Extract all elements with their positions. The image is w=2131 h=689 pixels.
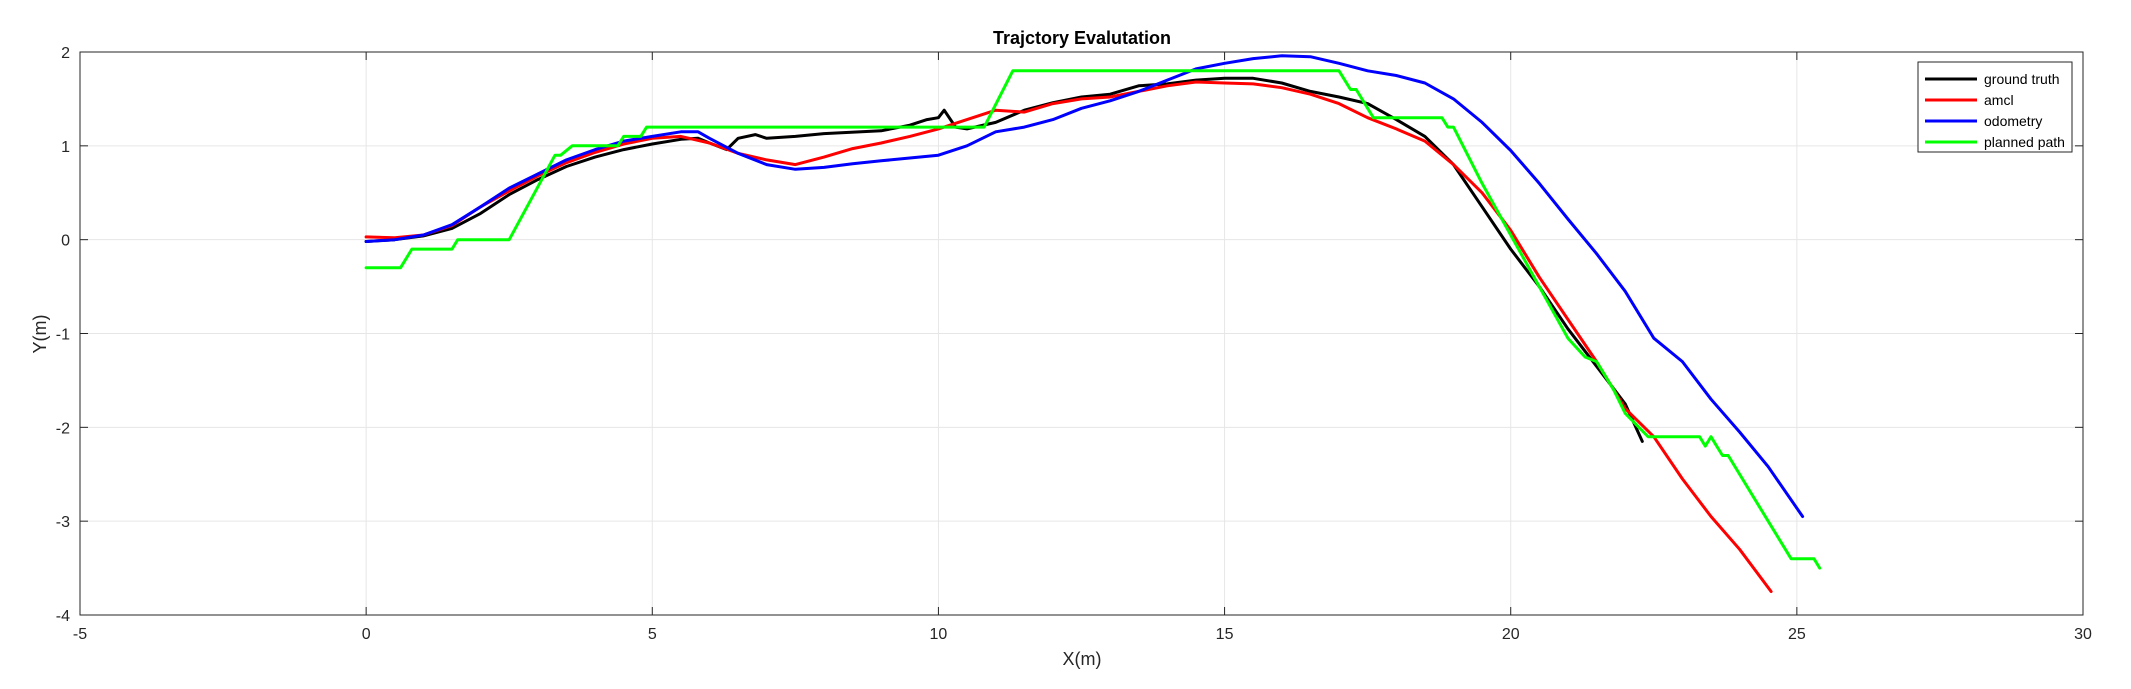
y-tick-label: -1 xyxy=(56,327,70,344)
legend: ground truth amcl odometry planned path xyxy=(1917,61,2073,153)
y-tick-label: 2 xyxy=(61,45,70,62)
plot-area-border xyxy=(79,51,2084,616)
y-tick-label: 0 xyxy=(61,233,70,250)
x-axis-label: X(m) xyxy=(1063,649,1102,669)
x-tick-label: -5 xyxy=(73,626,87,643)
x-tick-label: 20 xyxy=(1502,626,1520,643)
y-axis-label: Y(m) xyxy=(30,315,50,354)
y-tick-label: -2 xyxy=(56,420,70,437)
legend-label-planned-path: planned path xyxy=(1984,134,2065,150)
series-lines xyxy=(364,54,1822,593)
x-tick-label: 0 xyxy=(362,626,371,643)
y-tick-labels: 2 1 0 -1 -2 -3 -4 xyxy=(56,45,70,625)
legend-label-amcl: amcl xyxy=(1984,92,2014,108)
series-line-ground-truth xyxy=(364,76,1644,443)
legend-label-ground-truth: ground truth xyxy=(1984,71,2060,87)
x-tick-label: 30 xyxy=(2074,626,2092,643)
grid-lines xyxy=(79,51,2084,616)
x-tick-label: 10 xyxy=(930,626,948,643)
legend-box xyxy=(1917,61,2073,153)
x-tick-label: 25 xyxy=(1788,626,1806,643)
x-tick-labels: -5 0 5 10 15 20 25 30 xyxy=(73,626,2092,643)
x-tick-label: 15 xyxy=(1216,626,1234,643)
x-tick-label: 5 xyxy=(648,626,657,643)
chart-title: Trajctory Evalutation xyxy=(993,28,1171,48)
series-line-odometry xyxy=(364,54,1805,518)
series-line-planned-path xyxy=(364,69,1822,570)
legend-label-odometry: odometry xyxy=(1984,113,2042,129)
y-tick-label: -3 xyxy=(56,514,70,531)
y-tick-label: 1 xyxy=(61,139,70,156)
y-tick-label: -4 xyxy=(56,608,70,625)
series-line-amcl xyxy=(364,80,1773,593)
